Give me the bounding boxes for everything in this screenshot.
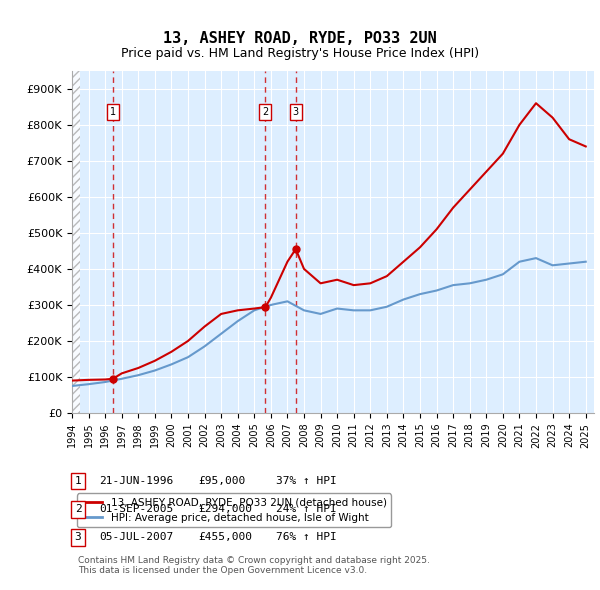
Text: 1: 1 [110,107,116,117]
Legend: 13, ASHEY ROAD, RYDE, PO33 2UN (detached house), HPI: Average price, detached ho: 13, ASHEY ROAD, RYDE, PO33 2UN (detached… [77,493,391,527]
Text: 01-SEP-2005: 01-SEP-2005 [99,504,173,514]
Text: £455,000: £455,000 [198,533,252,542]
Text: £95,000: £95,000 [198,476,245,486]
Text: 37% ↑ HPI: 37% ↑ HPI [276,476,337,486]
Text: 24% ↑ HPI: 24% ↑ HPI [276,504,337,514]
Text: 3: 3 [293,107,299,117]
Text: 13, ASHEY ROAD, RYDE, PO33 2UN: 13, ASHEY ROAD, RYDE, PO33 2UN [163,31,437,46]
Text: 1: 1 [74,476,82,486]
Text: 21-JUN-1996: 21-JUN-1996 [99,476,173,486]
Text: 3: 3 [74,533,82,542]
Bar [72,71,80,413]
Text: 76% ↑ HPI: 76% ↑ HPI [276,533,337,542]
Text: Price paid vs. HM Land Registry's House Price Index (HPI): Price paid vs. HM Land Registry's House … [121,47,479,60]
Text: 05-JUL-2007: 05-JUL-2007 [99,533,173,542]
Text: 2: 2 [74,504,82,514]
Text: 2: 2 [262,107,269,117]
Text: £294,000: £294,000 [198,504,252,514]
Text: Contains HM Land Registry data © Crown copyright and database right 2025.
This d: Contains HM Land Registry data © Crown c… [78,556,430,575]
